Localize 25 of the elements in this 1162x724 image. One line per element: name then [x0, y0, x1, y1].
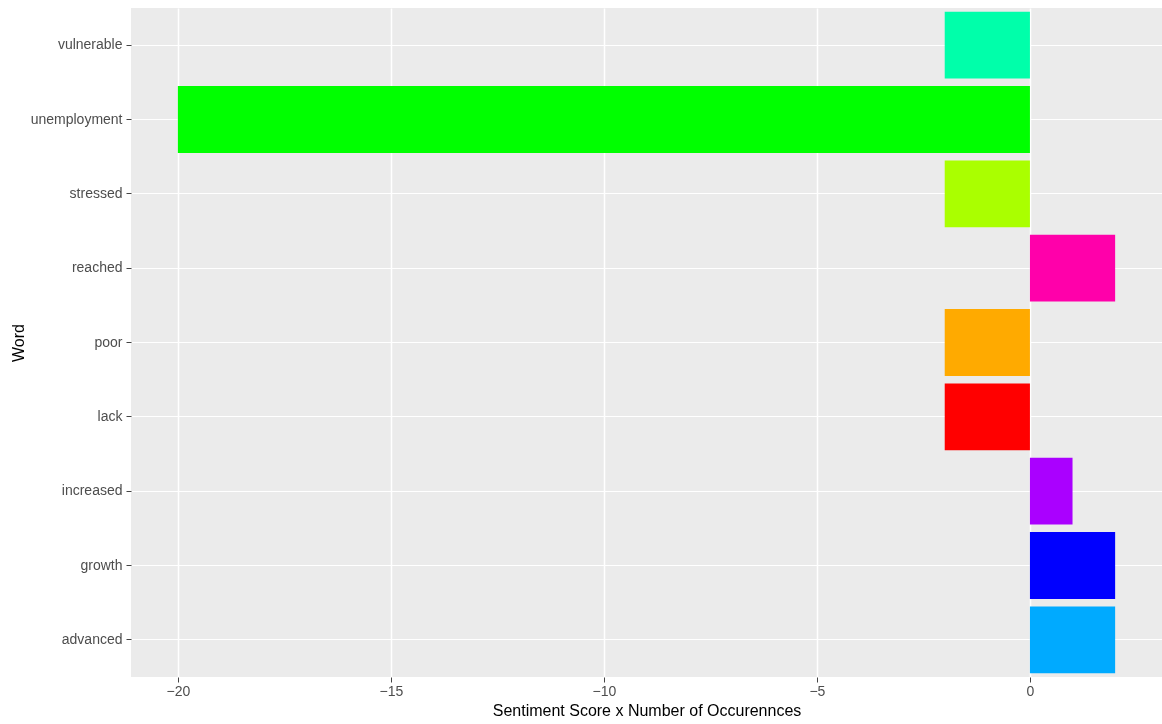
bar: [177, 86, 1030, 153]
y-tick-label: unemployment: [30, 110, 123, 127]
x-tick-label: 0: [1026, 682, 1035, 699]
x-tick-label: −20: [166, 682, 191, 699]
y-tick-label: poor: [94, 333, 123, 350]
y-tick-label: vulnerable: [57, 36, 123, 53]
x-tick-label: −15: [379, 682, 404, 699]
y-tick-label: reached: [71, 259, 123, 276]
bar: [1029, 532, 1116, 599]
x-tick-label: −10: [592, 682, 617, 699]
y-axis-title: Word: [9, 324, 27, 362]
y-tick-label: advanced: [61, 630, 123, 647]
bar: [1029, 234, 1116, 302]
bar: [944, 160, 1030, 228]
y-tick-label: stressed: [69, 184, 123, 201]
bar: [944, 11, 1030, 79]
y-tick-label: increased: [61, 482, 123, 499]
x-tick-label: −5: [809, 682, 826, 699]
bar: [944, 309, 1030, 376]
bar: [1029, 457, 1073, 525]
y-tick-label: growth: [80, 556, 123, 573]
bar: [944, 383, 1030, 451]
x-axis-title: Sentiment Score x Number of Occurennces: [492, 701, 802, 719]
bar: [1029, 606, 1116, 674]
y-tick-label: lack: [97, 407, 124, 424]
